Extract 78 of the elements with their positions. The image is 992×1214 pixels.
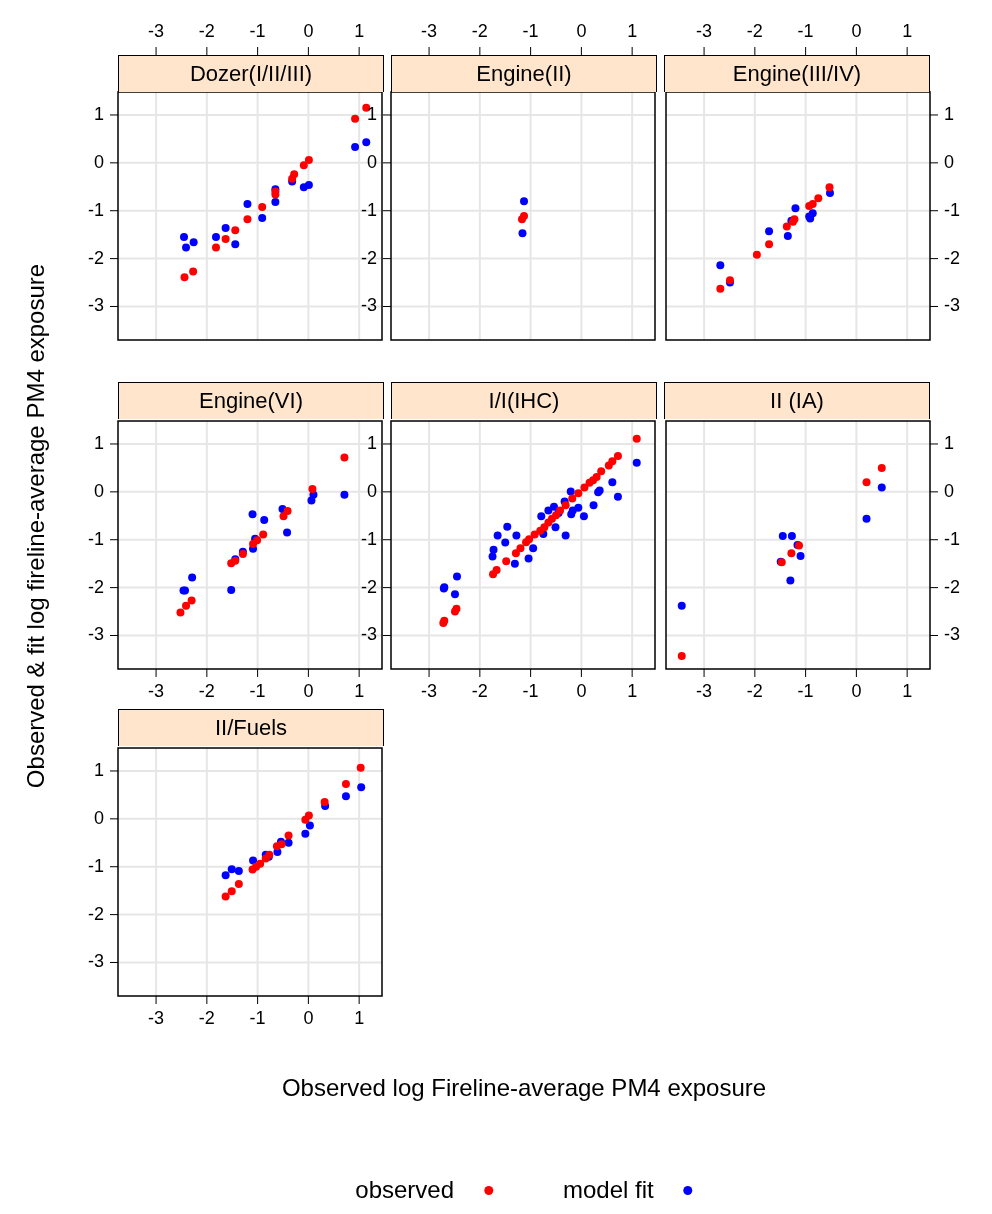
x-tick-label: -1 [249,680,266,701]
chart-title: Engine(II) [391,55,657,92]
x-tick-label: 0 [576,680,587,701]
chart-title: II (IA) [664,382,930,419]
x-tick-label: -2 [471,680,488,701]
y-tick-label: -3 [360,295,377,316]
x-tick-label: 0 [576,20,587,41]
chart-title: Engine(III/IV) [664,55,930,92]
x-tick-label: 0 [851,20,862,41]
x-tick-label: 1 [627,20,638,41]
chart-title: I/I(IHC) [391,382,657,419]
x-tick-label: -3 [696,20,713,41]
chart-title: Dozer(I/II/III) [118,55,384,92]
x-tick-label: -1 [249,1007,266,1028]
x-tick-label: 1 [902,20,913,41]
y-tick-label: -2 [87,576,104,597]
x-tick-label: 0 [303,1007,314,1028]
y-tick-label: 1 [93,759,104,780]
x-tick-label: -1 [249,20,266,41]
x-tick-label: 1 [902,680,913,701]
y-tick-label: -1 [360,199,377,220]
x-tick-label: -1 [522,20,539,41]
x-tick-label: 0 [851,680,862,701]
y-tick-label: 1 [366,432,377,453]
y-tick-label: -3 [87,624,104,645]
y-tick-label: -3 [944,295,961,316]
y-tick-label: 0 [93,807,104,828]
y-tick-label: 0 [93,480,104,501]
y-tick-label: -3 [87,295,104,316]
y-tick-label: -1 [87,855,104,876]
x-tick-label: -1 [797,20,814,41]
y-tick-label: 1 [366,103,377,124]
y-tick-label: -2 [944,247,961,268]
chart-title: II/Fuels [118,709,384,746]
legend-label: model fit [563,1176,654,1204]
x-tick-label: -1 [797,680,814,701]
y-tick-label: 0 [944,480,955,501]
x-tick-label: -2 [198,20,215,41]
x-tick-label: 0 [303,680,314,701]
y-tick-label: -1 [87,528,104,549]
y-axis-title: Observed & fit log fireline-average PM4 exposure [22,263,50,788]
x-tick-label: -3 [148,1007,165,1028]
x-tick-label: -2 [198,1007,215,1028]
y-tick-label: -1 [360,528,377,549]
y-tick-label: -1 [944,199,961,220]
x-tick-label: -2 [746,680,763,701]
chart-title: Engine(VI) [118,382,384,419]
y-tick-label: -2 [360,247,377,268]
y-tick-label: 1 [944,432,955,453]
y-tick-label: -3 [360,624,377,645]
y-tick-label: 0 [366,480,377,501]
x-tick-label: 0 [303,20,314,41]
y-tick-label: 1 [93,103,104,124]
y-tick-label: -2 [360,576,377,597]
y-tick-label: 1 [93,432,104,453]
x-tick-label: -1 [522,680,539,701]
x-tick-label: 1 [627,680,638,701]
y-tick-label: 0 [366,151,377,172]
x-tick-label: -2 [471,20,488,41]
x-tick-label: -3 [696,680,713,701]
y-tick-label: -2 [87,247,104,268]
y-tick-label: 0 [93,151,104,172]
legend-label: observed [355,1176,455,1204]
x-tick-label: -3 [421,680,438,701]
y-tick-label: -3 [87,951,104,972]
x-tick-label: -3 [148,680,165,701]
y-tick-label: 1 [944,103,955,124]
y-tick-label: -2 [944,576,961,597]
x-tick-label: -3 [421,20,438,41]
x-tick-label: -2 [746,20,763,41]
y-tick-label: -3 [944,624,961,645]
x-tick-label: -3 [148,20,165,41]
y-tick-label: -2 [87,903,104,924]
x-tick-label: -2 [198,680,215,701]
y-tick-label: 0 [944,151,955,172]
x-axis-title: Observed log Fireline-average PM4 exposure [281,1074,767,1102]
y-tick-label: -1 [944,528,961,549]
y-tick-label: -1 [87,199,104,220]
